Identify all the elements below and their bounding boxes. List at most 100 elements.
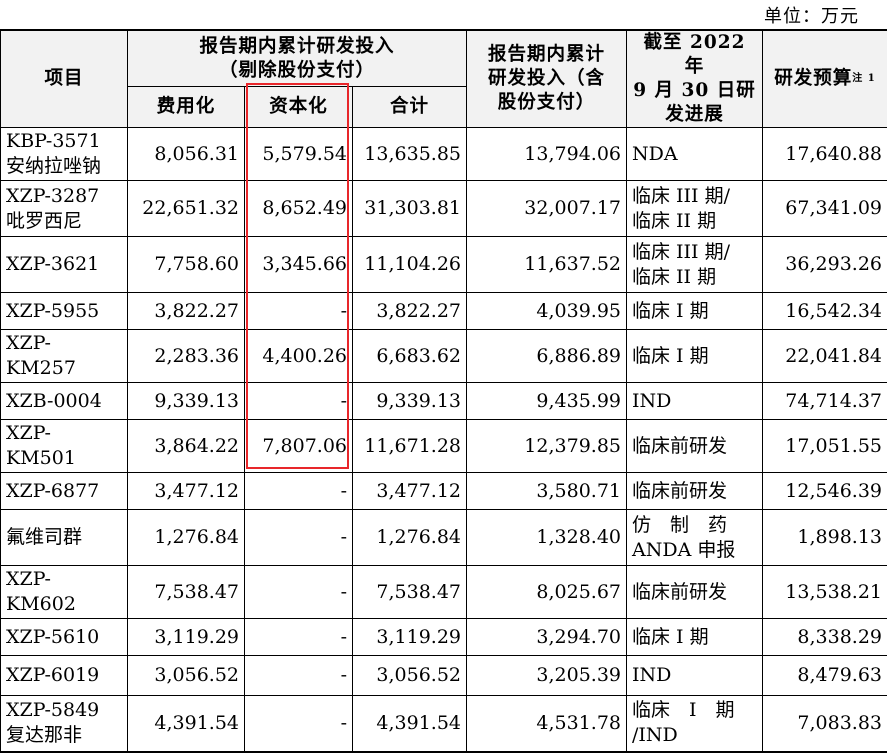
table-row: 氟维司群 1,276.84-1,276.84 1,328.40 仿 制 药 ANDA 申… — [0, 509, 887, 566]
budget-cell: 13,538.21 — [762, 565, 887, 619]
capitalized-cell: 7,807.06 — [244, 419, 353, 473]
expensed-cell: 2,283.36 — [127, 329, 245, 383]
progress-cell: 临床 I 期 — [626, 329, 763, 383]
table-row: KBP-3571 安纳拉唑钠 8,056.31 5,579.54 13,635.85 13… — [0, 127, 887, 181]
budget-cell: 8,338.29 — [762, 618, 887, 656]
incl-share-cell: 4,531.78 — [466, 695, 627, 753]
expensed-cell: 3,477.12 — [127, 472, 245, 510]
progress-cell: 临床 III 期/临床 II 期 — [626, 236, 763, 293]
table-row: XZP-5849 复达那非 4,391.54-4,391.54 4,531.78 临床 … — [0, 695, 887, 753]
table-row: XZP-6019 3,056.52-3,056.52 3,205.39 IND 8,47… — [0, 655, 887, 696]
budget-cell: 16,542.34 — [762, 292, 887, 330]
project-name-cell: XZB-0004 — [0, 382, 128, 420]
total-cell: 3,822.27 — [352, 292, 467, 330]
total-cell: 13,635.85 — [352, 127, 467, 181]
expensed-cell: 3,119.29 — [127, 618, 245, 656]
expensed-cell: 4,391.54 — [127, 695, 245, 753]
capitalized-cell: 8,652.49 — [244, 180, 353, 237]
total-cell: 3,119.29 — [352, 618, 467, 656]
expensed-cell: 8,056.31 — [127, 127, 245, 181]
progress-cell: NDA — [626, 127, 763, 181]
expensed-cell: 3,056.52 — [127, 655, 245, 696]
project-name-cell: XZP- KM602 — [0, 565, 128, 619]
unit-label: 单位：万元 — [764, 6, 859, 27]
project-name-cell: XZP-3621 — [0, 236, 128, 293]
capitalized-cell: - — [244, 695, 353, 753]
header-total: 合计 — [352, 86, 467, 128]
incl-share-cell: 3,205.39 — [466, 655, 627, 696]
table-row: XZP- KM602 7,538.47-7,538.47 8,025.67 临床前研发 1… — [0, 565, 887, 619]
budget-cell: 17,051.55 — [762, 419, 887, 473]
expensed-cell: 7,538.47 — [127, 565, 245, 619]
total-cell: 11,104.26 — [352, 236, 467, 293]
budget-cell: 8,479.63 — [762, 655, 887, 696]
rd-investment-table: 项目 报告期内累计研发投入 （剔除股份支付） 报告期内累计 研发投入（含 股份支… — [0, 29, 887, 753]
header-period-excl-line1: 报告期内累计研发投入 — [199, 35, 395, 57]
total-cell: 6,683.62 — [352, 329, 467, 383]
incl-share-cell: 9,435.99 — [466, 382, 627, 420]
progress-cell: IND — [626, 655, 763, 696]
budget-cell: 17,640.88 — [762, 127, 887, 181]
project-name-cell: XZP-5955 — [0, 292, 128, 330]
header-period-incl: 报告期内累计 研发投入（含 股份支付） — [466, 29, 627, 128]
progress-cell: IND — [626, 382, 763, 420]
total-cell: 31,303.81 — [352, 180, 467, 237]
budget-cell: 36,293.26 — [762, 236, 887, 293]
project-name-cell: 氟维司群 — [0, 509, 128, 566]
expensed-cell: 1,276.84 — [127, 509, 245, 566]
capitalized-cell: 5,579.54 — [244, 127, 353, 181]
project-name-cell: XZP-6019 — [0, 655, 128, 696]
table-row: XZB-0004 9,339.13-9,339.13 9,435.99 IND 74,7… — [0, 382, 887, 420]
header-capitalized: 资本化 — [244, 86, 353, 128]
project-name-cell: XZP-5610 — [0, 618, 128, 656]
project-name-cell: XZP- KM257 — [0, 329, 128, 383]
incl-share-cell: 4,039.95 — [466, 292, 627, 330]
header-expensed: 费用化 — [127, 86, 245, 128]
incl-share-cell: 3,580.71 — [466, 472, 627, 510]
capitalized-cell: - — [244, 472, 353, 510]
capitalized-cell: - — [244, 618, 353, 656]
budget-cell: 22,041.84 — [762, 329, 887, 383]
table-row: XZP- KM501 3,864.22 7,807.06 11,671.28 12,379… — [0, 419, 887, 473]
header-period-excl: 报告期内累计研发投入 （剔除股份支付） — [127, 29, 467, 88]
table-row: XZP-3621 7,758.60 3,345.66 11,104.26 11,637.… — [0, 236, 887, 293]
header-period-excl-line2: （剔除股份支付） — [218, 59, 375, 81]
capitalized-cell: 4,400.26 — [244, 329, 353, 383]
budget-cell: 7,083.83 — [762, 695, 887, 753]
incl-share-cell: 11,637.52 — [466, 236, 627, 293]
header-project: 项目 — [0, 29, 128, 128]
total-cell: 4,391.54 — [352, 695, 467, 753]
capitalized-cell: - — [244, 292, 353, 330]
progress-cell: 临床前研发 — [626, 472, 763, 510]
expensed-cell: 3,864.22 — [127, 419, 245, 473]
incl-share-cell: 12,379.85 — [466, 419, 627, 473]
incl-share-cell: 32,007.17 — [466, 180, 627, 237]
capitalized-cell: - — [244, 509, 353, 566]
progress-cell: 临床 I 期/IND — [626, 695, 763, 753]
progress-cell: 临床 I 期 — [626, 292, 763, 330]
total-cell: 11,671.28 — [352, 419, 467, 473]
table-row: XZP-3287 吡罗西尼 22,651.32 8,652.49 31,303.81 32… — [0, 180, 887, 237]
expensed-cell: 9,339.13 — [127, 382, 245, 420]
capitalized-cell: - — [244, 655, 353, 696]
table-row: XZP-6877 3,477.12-3,477.12 3,580.71 临床前研发 12… — [0, 472, 887, 510]
budget-cell: 12,546.39 — [762, 472, 887, 510]
expensed-cell: 3,822.27 — [127, 292, 245, 330]
budget-cell: 67,341.09 — [762, 180, 887, 237]
total-cell: 3,056.52 — [352, 655, 467, 696]
total-cell: 9,339.13 — [352, 382, 467, 420]
total-cell: 7,538.47 — [352, 565, 467, 619]
progress-cell: 临床 III 期/临床 II 期 — [626, 180, 763, 237]
header-progress: 截至 2022 年 9 月 30 日研 发进展 — [626, 29, 763, 128]
capitalized-cell: - — [244, 382, 353, 420]
project-name-cell: XZP-3287 吡罗西尼 — [0, 180, 128, 237]
expensed-cell: 22,651.32 — [127, 180, 245, 237]
table-row: XZP- KM257 2,283.36 4,400.26 6,683.62 6,886.8… — [0, 329, 887, 383]
expensed-cell: 7,758.60 — [127, 236, 245, 293]
incl-share-cell: 13,794.06 — [466, 127, 627, 181]
project-name-cell: XZP-6877 — [0, 472, 128, 510]
capitalized-cell: - — [244, 565, 353, 619]
incl-share-cell: 1,328.40 — [466, 509, 627, 566]
